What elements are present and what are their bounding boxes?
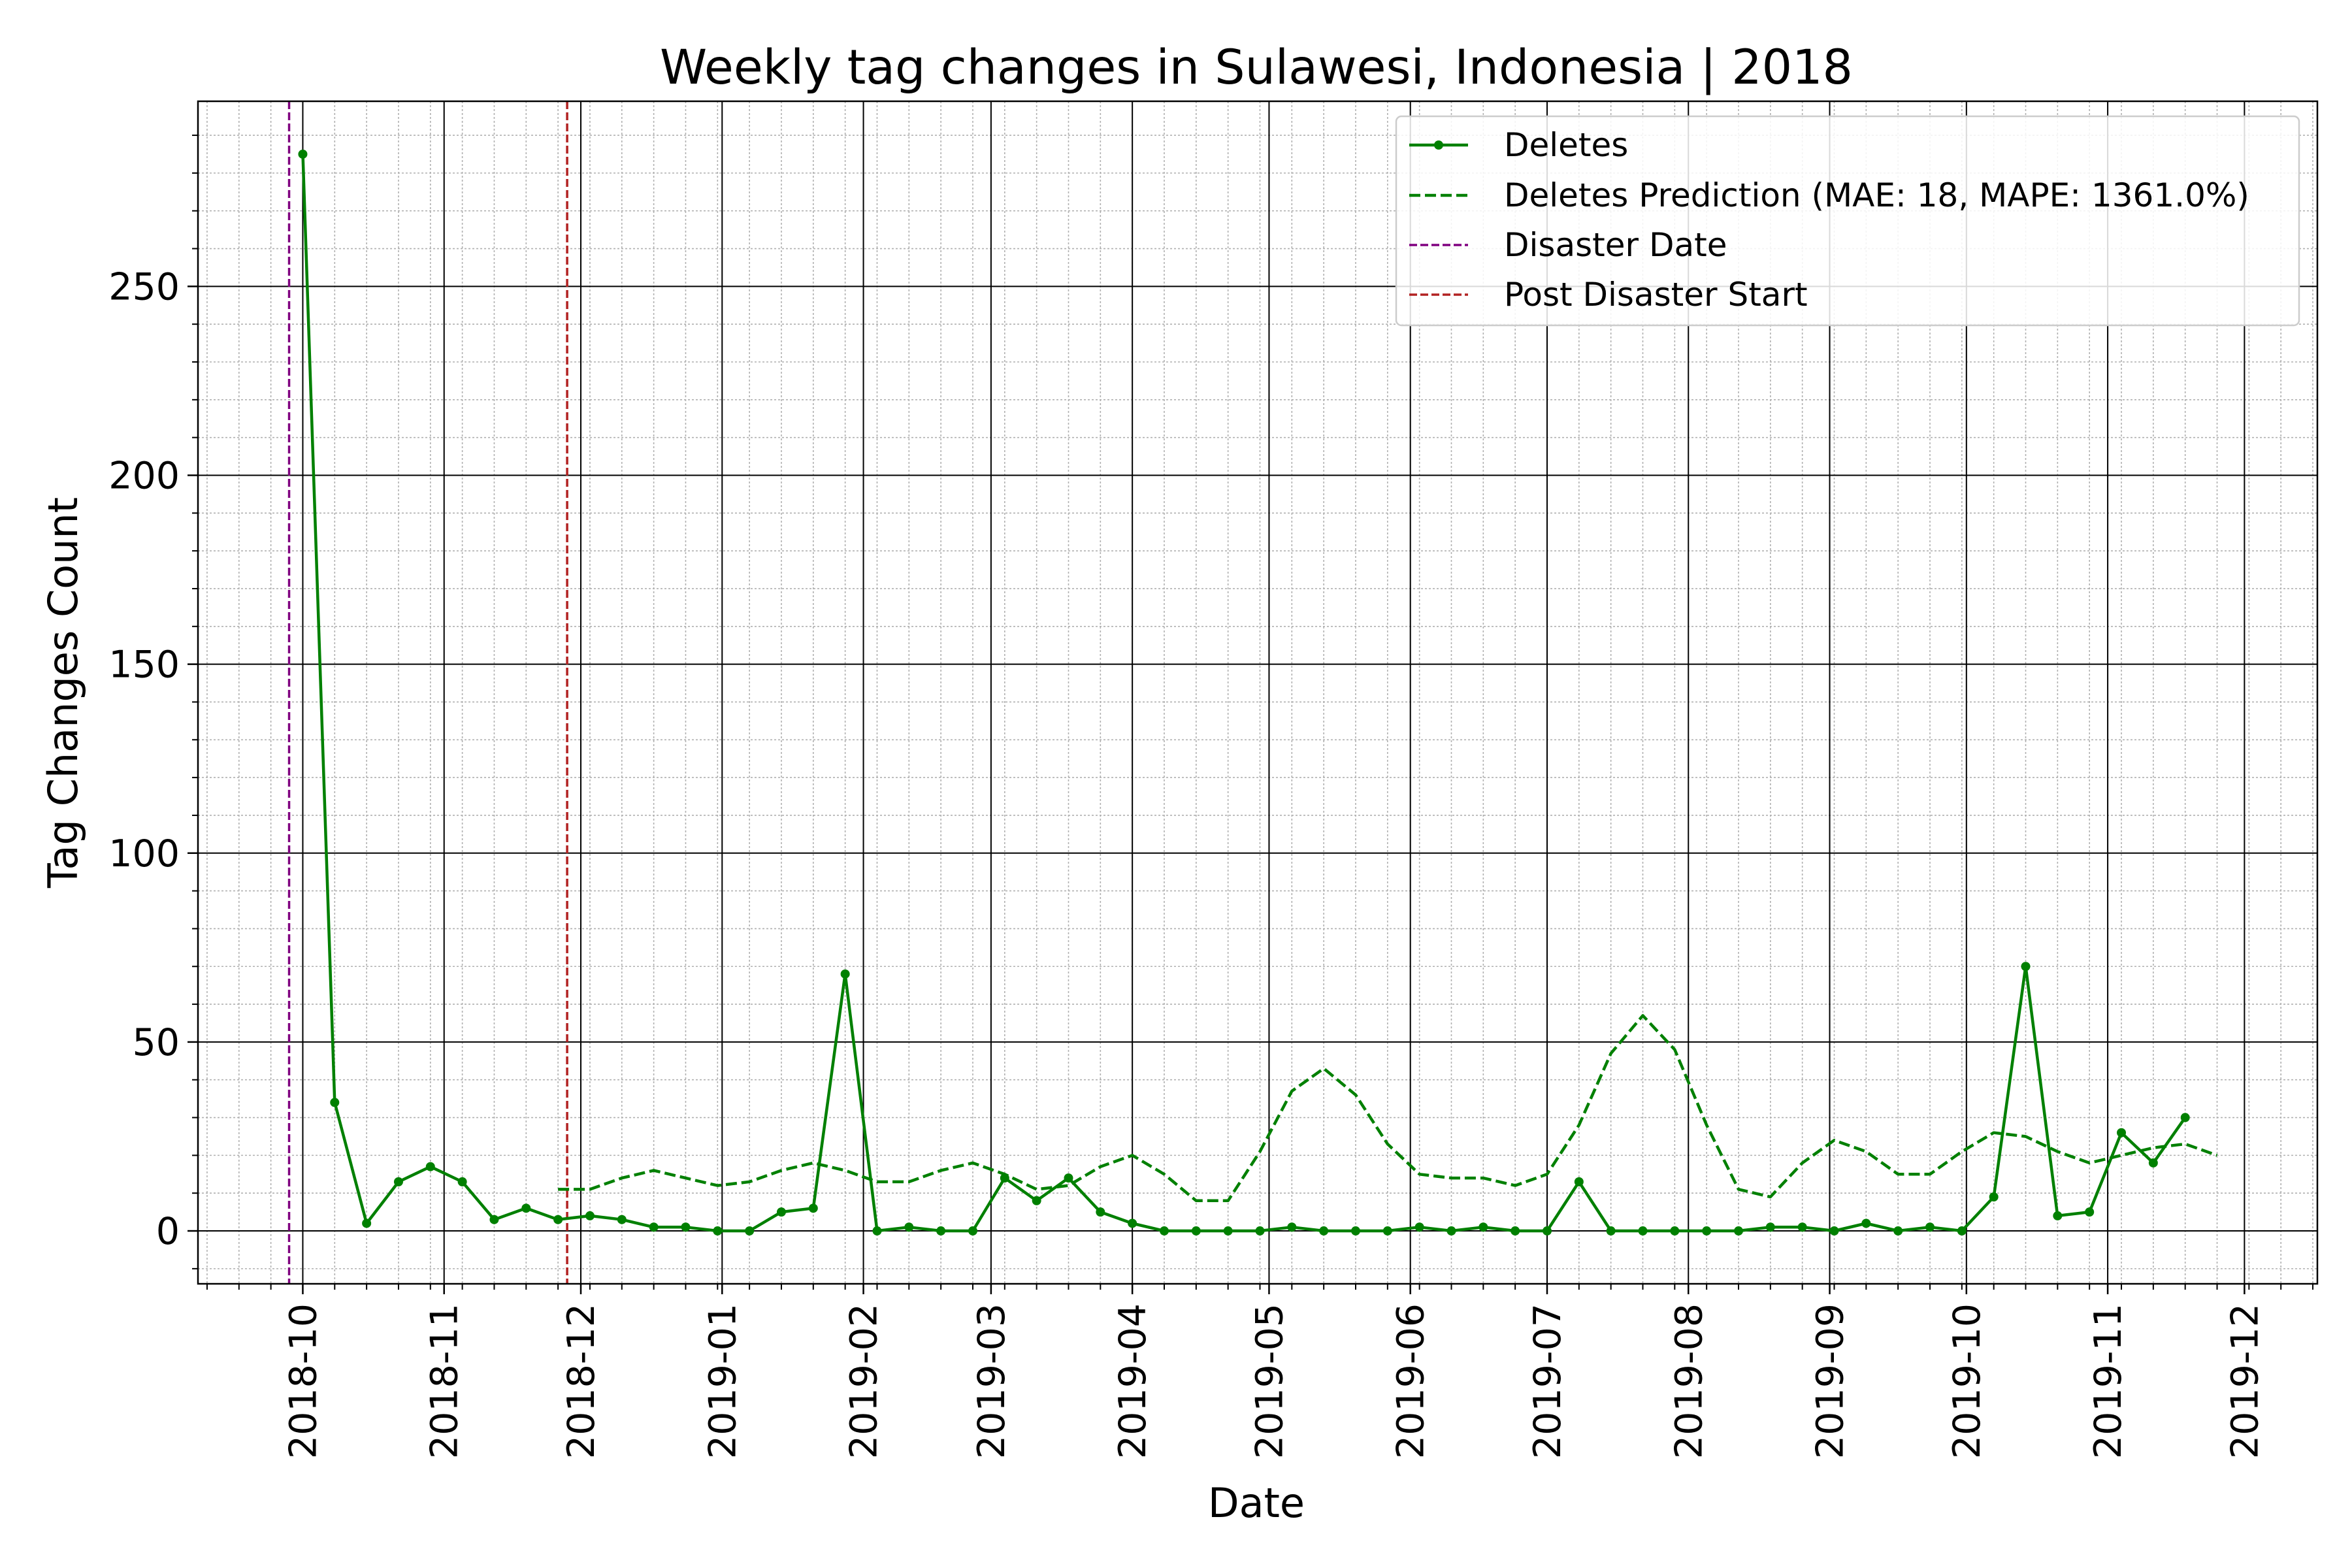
deletes-data-point <box>1957 1226 1967 1236</box>
deletes-data-point <box>2053 1211 2063 1220</box>
deletes-data-point <box>298 149 308 159</box>
deletes-data-point <box>1702 1226 1712 1236</box>
x-tick-label: 2019-04 <box>1111 1303 1154 1459</box>
legend-box <box>1395 115 2300 327</box>
deletes-data-point <box>1032 1196 1041 1205</box>
x-tick-label: 2018-10 <box>282 1303 325 1459</box>
deletes-data-point <box>840 969 850 979</box>
deletes-data-point <box>330 1098 340 1107</box>
legend-label-deletes-prediction: Deletes Prediction (MAE: 18, MAPE: 1361.… <box>1504 176 2249 214</box>
deletes-data-point <box>745 1226 755 1236</box>
deletes-data-point <box>1414 1222 1424 1232</box>
deletes-data-point <box>362 1218 372 1228</box>
x-tick-label: 2019-05 <box>1248 1303 1291 1459</box>
deletes-data-point <box>2021 962 2031 972</box>
deletes-data-point <box>1861 1218 1871 1228</box>
axis-ticks <box>188 135 2314 1294</box>
x-tick-label: 2019-07 <box>1526 1303 1569 1459</box>
deletes-data-point <box>1893 1226 1903 1236</box>
deletes-data-point <box>489 1215 499 1224</box>
plot-area-frame <box>197 100 2319 1285</box>
deletes-data-point <box>1797 1222 1807 1232</box>
deletes-data-point <box>1255 1226 1265 1236</box>
legend-swatch-deletes-marker <box>1434 140 1443 150</box>
chart-title: Weekly tag changes in Sulawesi, Indonesi… <box>660 40 1853 95</box>
y-tick-label: 150 <box>108 644 180 687</box>
deletes-data-point <box>1446 1226 1456 1236</box>
deletes-data-point <box>1925 1222 1935 1232</box>
deletes-series-line <box>301 154 2187 1233</box>
reference-lines <box>287 101 568 1284</box>
y-tick-label: 250 <box>108 265 180 308</box>
legend: Deletes Deletes Prediction (MAE: 18, MAP… <box>1395 115 2300 327</box>
deletes-data-point <box>1096 1207 1105 1217</box>
x-tick-label: 2019-02 <box>843 1303 886 1459</box>
deletes-data-point <box>1765 1222 1775 1232</box>
legend-label-deletes: Deletes <box>1504 126 1628 164</box>
deletes-data-point <box>968 1226 977 1236</box>
deletes-data-point <box>617 1215 627 1224</box>
deletes-data-point <box>1511 1226 1520 1236</box>
x-tick-label: 2019-01 <box>701 1303 744 1459</box>
y-tick-label: 50 <box>132 1021 180 1064</box>
deletes-data-point <box>1829 1226 1839 1236</box>
deletes-data-point <box>1191 1226 1201 1236</box>
deletes-data-point <box>681 1222 691 1232</box>
y-tick-label: 200 <box>108 454 180 497</box>
deletes-data-point <box>1478 1222 1488 1232</box>
deletes-data-point <box>1542 1226 1552 1236</box>
x-tick-label: 2019-06 <box>1390 1303 1433 1459</box>
x-tick-label: 2018-12 <box>560 1303 603 1459</box>
y-tick-label: 100 <box>108 832 180 875</box>
legend-label-disaster-date: Disaster Date <box>1504 226 1727 264</box>
deletes-data-point <box>1319 1226 1329 1236</box>
deletes-data-point <box>425 1162 435 1171</box>
deletes-data-point <box>1223 1226 1233 1236</box>
deletes-data-point <box>1064 1173 1073 1183</box>
y-axis-title: Tag Changes Count <box>39 497 87 889</box>
deletes-data-point <box>2148 1158 2158 1168</box>
deletes-data-point <box>1989 1192 1999 1201</box>
legend-label-post-disaster-start: Post Disaster Start <box>1504 276 1808 314</box>
x-tick-label: 2019-12 <box>2223 1303 2266 1459</box>
x-axis-title: Date <box>1208 1479 1305 1527</box>
y-tick-label: 0 <box>156 1210 180 1253</box>
deletes-data-point <box>936 1226 946 1236</box>
deletes-data-point <box>2117 1128 2127 1137</box>
prediction-series-line <box>558 1014 2218 1203</box>
x-tick-labels: 2018-10 2018-11 2018-12 2019-01 2019-02 2019-… <box>282 1303 2266 1459</box>
deletes-data-point <box>521 1203 531 1213</box>
deletes-data-point <box>872 1226 882 1236</box>
x-tick-label: 2018-11 <box>423 1303 466 1459</box>
deletes-data-point <box>2180 1113 2190 1122</box>
y-tick-labels: 0 50 100 150 200 250 <box>108 265 180 1253</box>
deletes-data-point <box>713 1226 723 1236</box>
deletes-data-point <box>457 1177 467 1186</box>
x-tick-label: 2019-08 <box>1667 1303 1710 1459</box>
deletes-data-point <box>1670 1226 1680 1236</box>
deletes-data-point <box>553 1215 563 1224</box>
deletes-data-point <box>1382 1226 1392 1236</box>
deletes-data-point <box>1574 1177 1584 1186</box>
deletes-data-point <box>1734 1226 1744 1236</box>
x-tick-label: 2019-03 <box>970 1303 1013 1459</box>
deletes-data-point <box>1350 1226 1360 1236</box>
deletes-data-point <box>585 1211 595 1220</box>
deletes-data-point <box>776 1207 786 1217</box>
deletes-data-point <box>1606 1226 1616 1236</box>
deletes-data-point <box>1638 1226 1648 1236</box>
deletes-data-point <box>2085 1207 2095 1217</box>
deletes-data-point <box>904 1222 914 1232</box>
deletes-data-point <box>1159 1226 1169 1236</box>
deletes-data-point <box>393 1177 403 1186</box>
x-tick-label: 2019-11 <box>2087 1303 2130 1459</box>
deletes-data-point <box>1128 1218 1137 1228</box>
x-tick-label: 2019-09 <box>1809 1303 1852 1459</box>
deletes-data-point <box>649 1222 659 1232</box>
series-layer <box>298 149 2218 1236</box>
deletes-data-point <box>808 1203 818 1213</box>
x-tick-label: 2019-10 <box>1946 1303 1989 1459</box>
deletes-data-point <box>1287 1222 1297 1232</box>
